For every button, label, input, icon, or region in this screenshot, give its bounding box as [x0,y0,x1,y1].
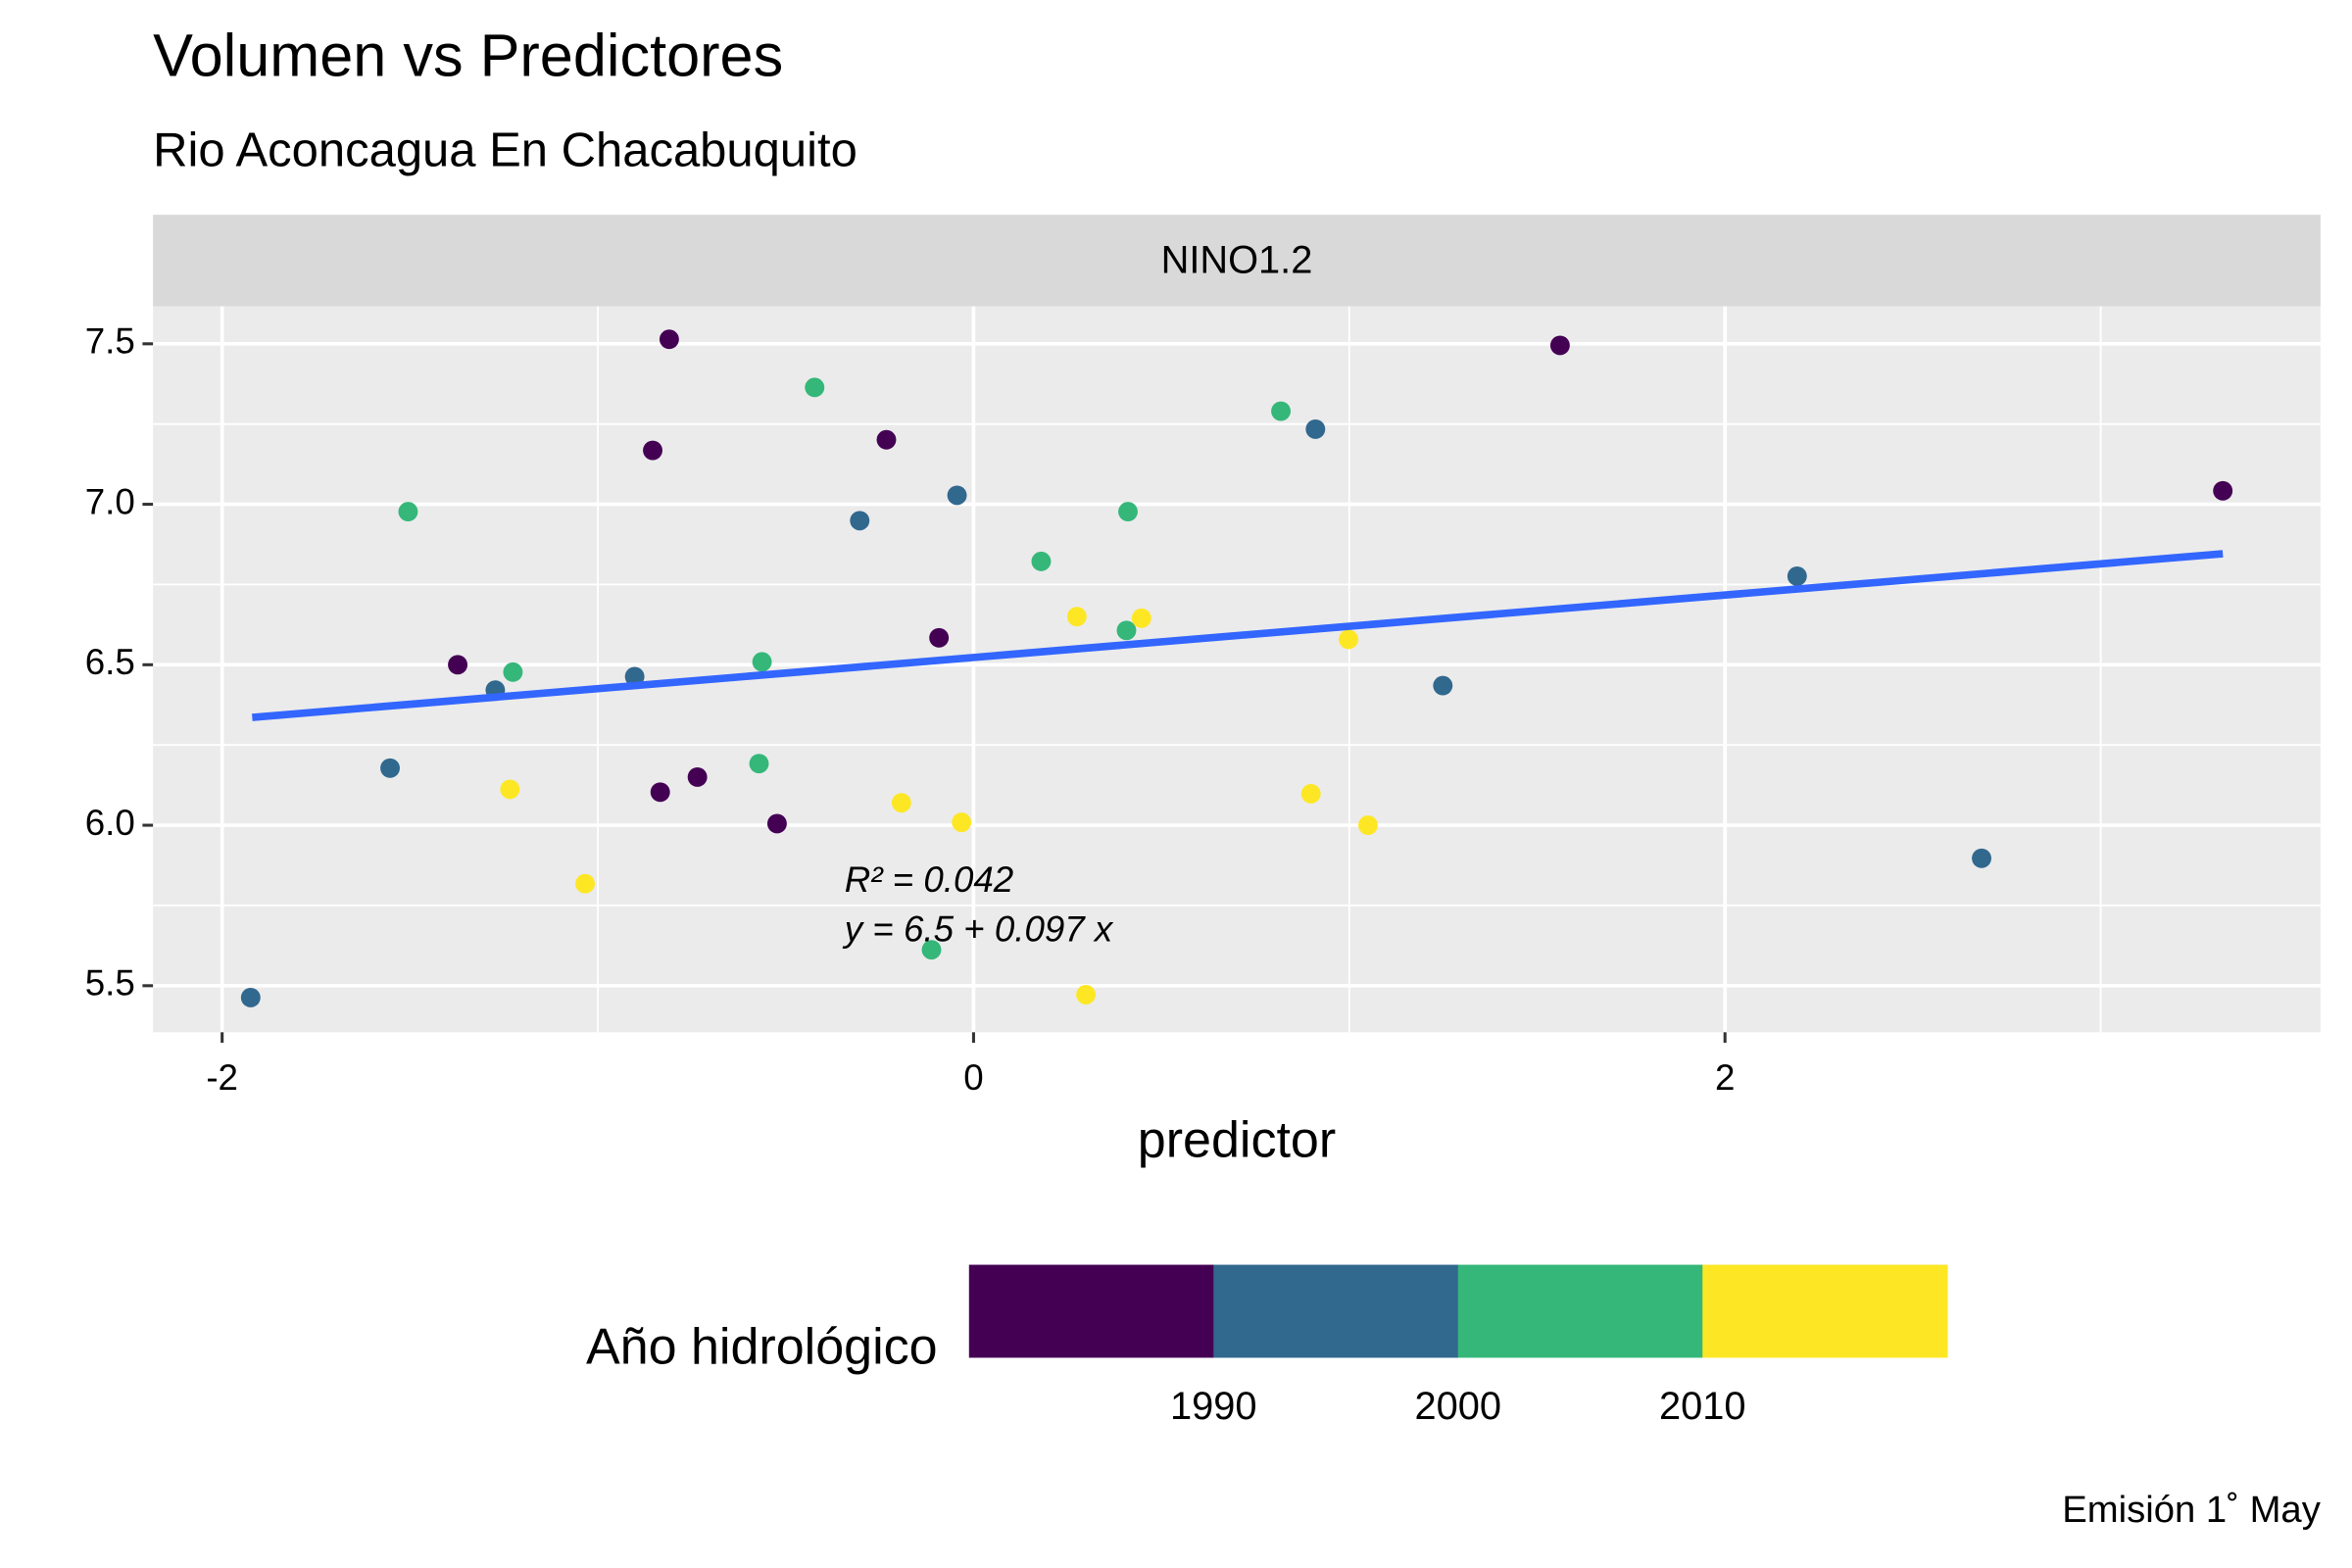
point [921,940,942,960]
point [575,873,595,894]
point [1433,675,1453,696]
point [752,652,772,672]
point [1116,620,1137,641]
y-tick-label: 7.0 [85,481,135,521]
y-tick-label: 6.0 [85,803,135,843]
y-tick-label: 6.5 [85,642,135,682]
point [850,511,870,531]
point [1131,608,1152,628]
point [240,987,261,1007]
annotation: y = 6.5 + 0.097 x [842,908,1114,949]
point [1066,607,1087,627]
chart-title: Volumen vs Predictores [153,23,783,89]
point [398,502,418,522]
point [929,627,950,648]
legend-title: Año hidrológico [586,1319,938,1376]
chart-subtitle: Rio Aconcagua En Chacabuquito [153,123,858,176]
point [650,782,670,803]
legend-break-label: 2000 [1415,1385,1502,1428]
x-tick-label: 2 [1715,1057,1735,1098]
point [1787,565,1807,586]
point [947,485,967,506]
point [1972,848,1991,868]
legend-bin [968,1264,1215,1358]
point [766,813,787,834]
point [1339,629,1358,650]
point [448,655,467,675]
point [1300,784,1321,804]
facet-strip [153,215,2321,307]
point [2213,480,2233,501]
x-axis-label: predictor [1138,1111,1336,1168]
x-tick-label: 0 [963,1057,983,1098]
point [1076,985,1097,1004]
point [749,754,769,774]
point [643,440,662,461]
point [1031,551,1052,571]
fit-line [252,550,2224,721]
caption: Emisión 1˚ May [2062,1489,2321,1531]
point [1271,401,1291,421]
point [1305,418,1326,439]
point [659,329,679,350]
legend-bin [1457,1264,1704,1358]
point [380,758,400,778]
y-tick-label: 7.5 [85,321,135,362]
point [1118,502,1138,522]
point [805,377,825,398]
point [876,429,897,450]
x-tick-label: -2 [206,1057,238,1098]
legend-bin [1702,1264,1948,1358]
y-tick-label: 5.5 [85,963,135,1004]
legend-break-label: 1990 [1170,1385,1257,1428]
point [891,793,911,813]
point [503,662,523,682]
legend-bin [1213,1264,1459,1358]
point [687,767,708,787]
facet-label: NINO1.2 [1161,239,1313,282]
point [500,779,520,800]
panel [153,306,2321,1033]
point [1549,335,1570,356]
point [1358,815,1378,836]
annotation: R² = 0.042 [845,859,1013,900]
point [952,812,972,833]
legend-break-label: 2010 [1659,1385,1746,1428]
